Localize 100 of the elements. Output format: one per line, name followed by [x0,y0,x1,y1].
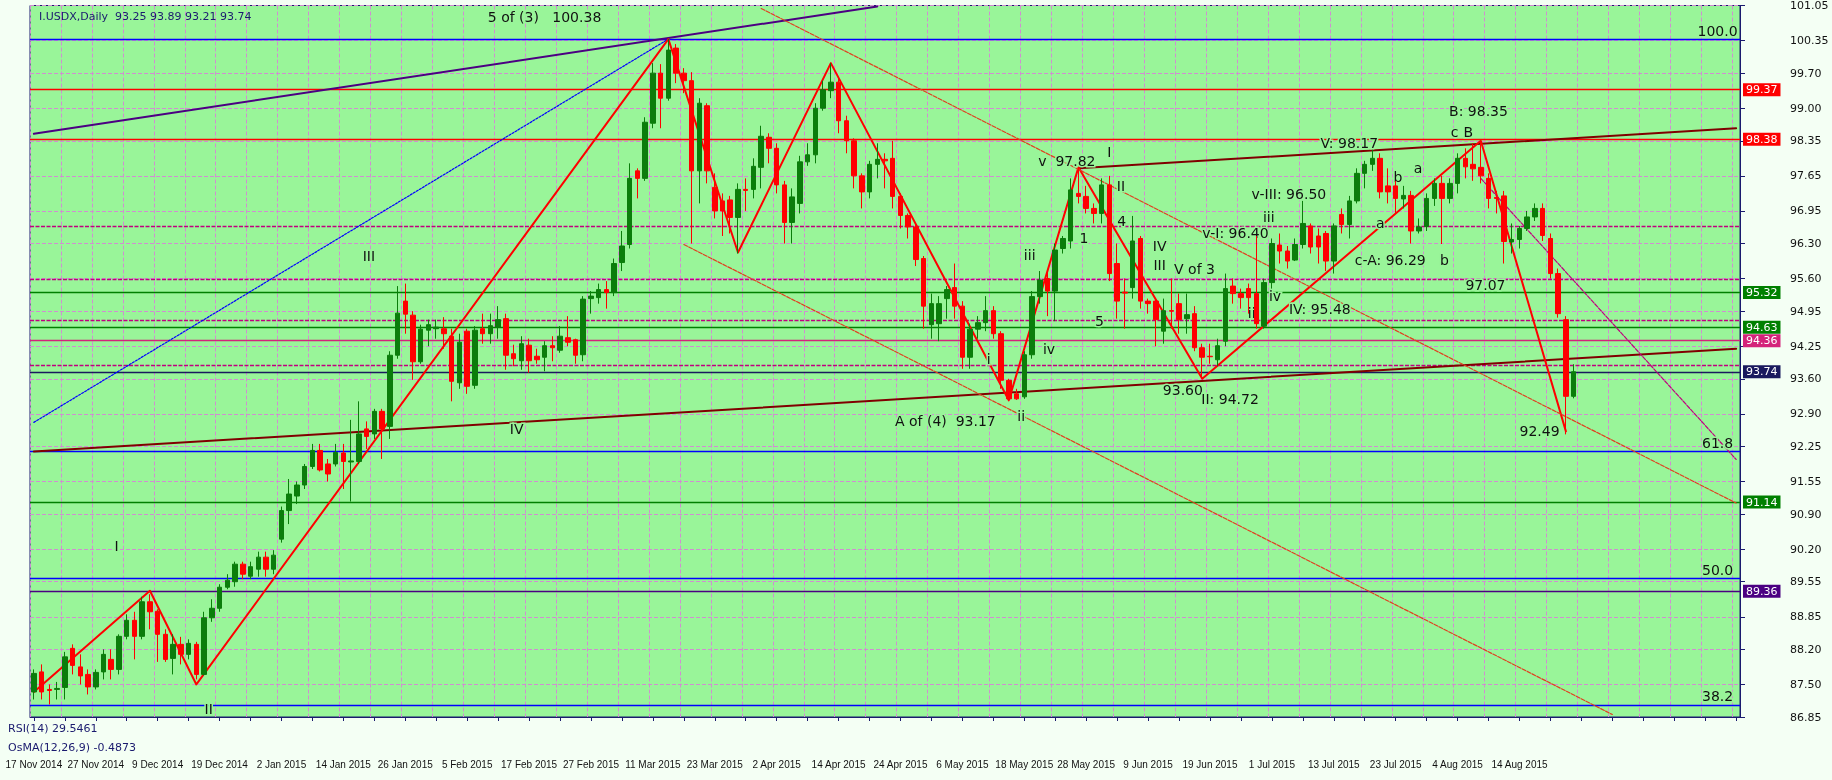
candlestick [642,116,648,182]
candlestick [619,230,625,272]
candlestick [991,305,996,340]
candlestick [1571,363,1576,399]
candlestick [279,506,284,544]
candlestick [333,443,338,467]
candlestick [1377,152,1383,199]
annotation: II [204,701,213,718]
candlestick [1323,230,1329,272]
x-tick-label: 13 Jul 2015 [1307,758,1361,770]
x-tick-label: 19 Jun 2015 [1182,758,1238,770]
y-tick-label: 97.65 [1790,169,1822,183]
candlestick [1014,388,1019,401]
ref-line-label: 89.36 [1746,584,1778,598]
candlestick [712,172,718,219]
annotation: I [1107,144,1112,161]
candlestick [108,648,114,680]
y-tick-label: 89.55 [1790,575,1822,589]
candlestick [1339,207,1344,234]
annotation: 38.2 [1701,688,1734,705]
candlestick [1486,172,1491,209]
candlestick [464,328,470,395]
x-tick-label: 9 Dec 2014 [132,758,184,770]
annotation: V: 98.17 [1320,135,1379,152]
candlestick [650,62,656,129]
candlestick [364,420,369,450]
ref-line-label: 95.32 [1746,286,1778,300]
candlestick [116,633,122,675]
annotation: b [1393,168,1403,185]
annotation: 100.0 [1697,22,1738,39]
candlestick [573,338,578,365]
candlestick [449,328,454,402]
x-tick-label: 26 Jan 2015 [377,758,434,770]
x-tick-label: 5 Feb 2015 [441,758,493,770]
ref-line-label: 91.14 [1746,495,1778,509]
y-tick-label: 100.35 [1790,34,1829,48]
y-tick-label: 86.85 [1790,710,1822,724]
annotation: II: 94.72 [1201,390,1259,407]
candlestick [550,335,555,362]
candlestick [1517,225,1522,250]
candlestick [859,172,865,209]
candlestick [1068,177,1073,250]
candlestick [248,561,253,580]
candlestick [1308,222,1313,255]
y-tick-label: 99.70 [1790,66,1822,80]
x-tick-label: 23 Jul 2015 [1369,758,1422,770]
y-tick-label: 95.60 [1790,272,1822,286]
annotation: 97.07 [1465,276,1506,293]
x-tick-label: 14 Apr 2015 [811,758,866,770]
candlestick [372,408,377,440]
candlestick [1207,343,1213,365]
candlestick [85,668,91,695]
candlestick [1300,200,1306,250]
candlestick [789,187,795,244]
x-tick-label: 17 Feb 2015 [500,758,558,770]
candlestick [1509,222,1514,255]
candlestick [1045,270,1050,317]
x-tick-label: 9 Jun 2015 [1123,758,1174,770]
ref-line-label: 93.74 [1746,365,1778,379]
ref-line-label: 98.38 [1746,132,1778,146]
candlestick [1292,237,1298,262]
candlestick [457,333,462,390]
x-tick-label: 11 Mar 2015 [625,758,682,770]
candlestick [1439,175,1445,245]
candlestick [960,300,965,370]
candlestick [805,142,810,167]
candlestick [1060,235,1066,255]
candlestick [542,340,547,372]
candlestick [1277,232,1282,265]
candlestick [604,280,609,310]
annotation: iii [1262,209,1275,226]
candlestick [758,125,764,189]
y-tick-label: 94.95 [1790,304,1822,318]
candlestick [503,313,509,371]
text: RSI(14) 29.5461 [8,722,98,735]
annotation: B: 98.35 [1449,102,1508,119]
candlestick [913,222,919,267]
candlestick [720,192,725,237]
candlestick [1401,185,1406,209]
annotation: 50.0 [1701,562,1734,579]
candlestick [379,408,385,460]
candlestick [155,608,160,663]
y-tick-label: 88.20 [1790,642,1822,656]
candlestick [898,192,903,229]
annotation: A of (4) 93.17 [894,413,996,430]
candlestick [1416,217,1422,234]
annotation: III [362,248,376,265]
candlestick [240,561,246,580]
annotation: 5 of (3) 100.38 [487,9,602,26]
candlestick [310,443,315,470]
annotation: B [1463,124,1474,141]
candlestick [302,463,307,490]
candlestick [410,310,416,381]
candlestick [1215,338,1220,367]
annotation: iv [1042,340,1056,357]
annotation: v-III: 96.50 [1251,186,1327,203]
candlestick [1099,177,1104,224]
candlestick [31,668,37,700]
x-tick-label: 4 Aug 2015 [1432,758,1484,770]
candlestick [1230,278,1236,305]
